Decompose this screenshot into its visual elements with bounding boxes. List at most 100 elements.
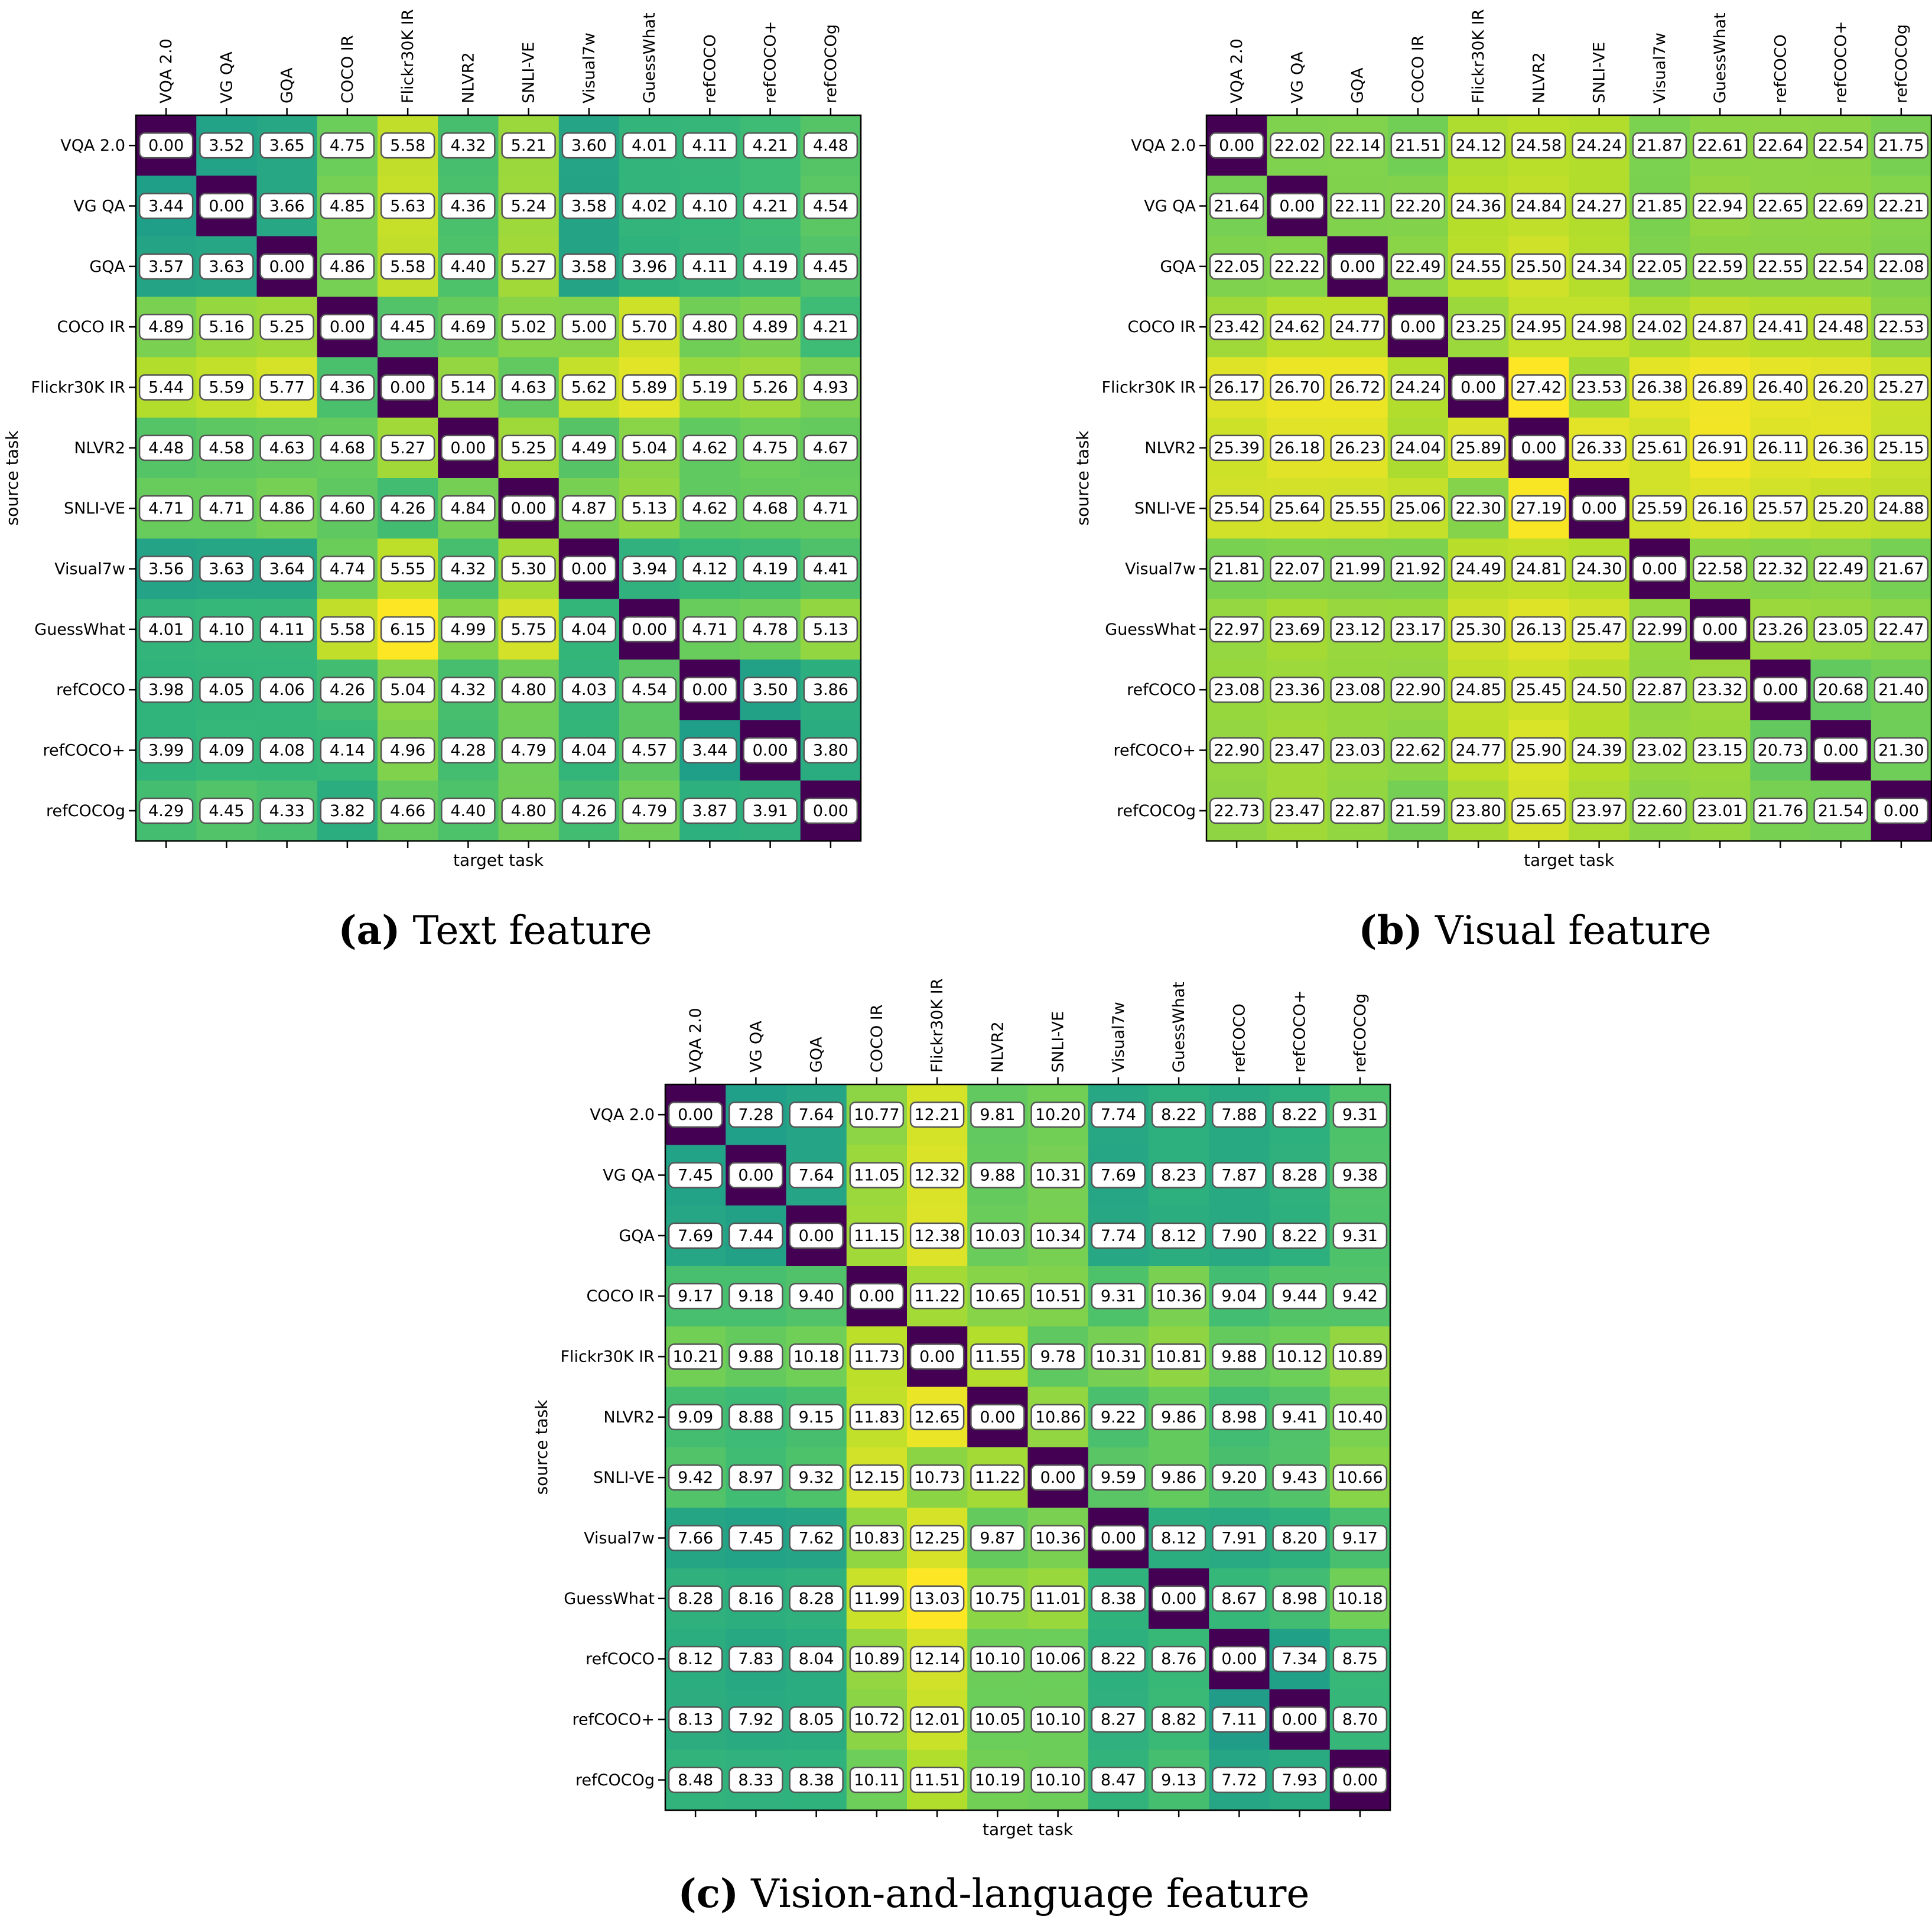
cell-value-label: 4.80 (511, 681, 547, 699)
cell-label-box (259, 313, 314, 340)
x-tick-label: NLVR2 (1530, 52, 1548, 103)
cell-label-box (1813, 313, 1868, 340)
cell-value-label: 3.96 (632, 258, 667, 276)
cell-label-box (1632, 616, 1687, 643)
y-tick-label: refCOCO+ (573, 1711, 655, 1729)
cell-label-box (803, 132, 858, 159)
cell-label-box (1390, 193, 1446, 219)
cell-value-label: 10.21 (672, 1348, 718, 1366)
cell-label-box (138, 253, 194, 280)
cell-value-label: 3.50 (753, 681, 788, 699)
caption-a-text: Text feature (401, 908, 652, 953)
cell-value-label: 22.02 (1274, 137, 1320, 155)
cell-label-box (1753, 193, 1808, 219)
cell-label-box (682, 313, 737, 340)
cell-value-label: 22.99 (1637, 621, 1682, 639)
cell-label-box (1332, 1645, 1388, 1672)
cell-value-label: 8.04 (799, 1650, 834, 1668)
cell-value-label: 4.79 (511, 742, 547, 760)
cell-value-label: 4.68 (330, 439, 365, 457)
cell-value-label: 25.55 (1335, 499, 1380, 518)
cell-label-box (1330, 253, 1385, 280)
cell-label-box (1091, 1706, 1146, 1733)
cell-value-label: 4.05 (209, 681, 244, 699)
cell-value-label: 4.33 (269, 802, 305, 820)
cell-label-box (1212, 1343, 1267, 1370)
cell-value-label: 8.70 (1342, 1711, 1378, 1729)
cell-value-label: 10.86 (1035, 1408, 1081, 1427)
cell-value-label: 4.71 (692, 621, 727, 639)
cell-value-label: 4.11 (269, 621, 305, 639)
cell-label-box (682, 797, 737, 824)
cell-label-box (622, 676, 677, 703)
cell-value-label: 7.66 (678, 1529, 713, 1548)
cell-value-label: 9.09 (678, 1408, 713, 1427)
cell-label-box (380, 253, 435, 280)
cell-value-label: 21.85 (1637, 197, 1682, 216)
cell-value-label: 9.86 (1161, 1469, 1196, 1487)
cell-value-label: 13.03 (914, 1590, 960, 1608)
cell-label-box (728, 1464, 783, 1491)
cell-label-box (138, 374, 194, 401)
cell-label-box (1753, 132, 1808, 159)
cell-label-box (380, 616, 435, 643)
x-tick-label: Visual7w (1110, 1002, 1128, 1073)
cell-value-label: 3.65 (269, 137, 305, 155)
cell-value-label: 22.59 (1697, 258, 1742, 276)
caption-c-text: Vision-and-language feature (739, 1871, 1309, 1917)
cell-value-label: 3.56 (148, 560, 184, 579)
cell-label-box (1030, 1101, 1085, 1128)
x-tick-label: refCOCO+ (1832, 21, 1850, 103)
cell-value-label: 3.94 (632, 560, 667, 579)
cell-label-box (743, 616, 798, 643)
cell-label-box (380, 495, 435, 522)
cell-value-label: 8.47 (1101, 1771, 1136, 1789)
cell-label-box (1030, 1162, 1085, 1188)
cell-value-label: 5.55 (390, 560, 425, 579)
x-axis-label: target task (983, 1820, 1074, 1839)
cell-label-box (909, 1706, 965, 1733)
cell-value-label: 23.97 (1576, 802, 1622, 820)
cell-value-label: 24.48 (1818, 318, 1863, 336)
y-tick-label: refCOCOg (575, 1771, 655, 1789)
cell-label-box (1272, 1706, 1327, 1733)
cell-value-label: 4.60 (330, 499, 365, 518)
cell-value-label: 22.11 (1335, 197, 1380, 216)
cell-value-label: 4.32 (450, 137, 486, 155)
cell-label-box (1091, 1162, 1146, 1188)
cell-label-box (199, 616, 254, 643)
cell-value-label: 22.21 (1878, 197, 1924, 216)
cell-value-label: 0.00 (1342, 1771, 1378, 1789)
y-tick-label: Flickr30K IR (561, 1348, 655, 1366)
cell-label-box (1572, 616, 1627, 643)
cell-value-label: 10.06 (1035, 1650, 1081, 1668)
cell-value-label: 5.19 (692, 379, 727, 397)
cell-label-box (668, 1525, 723, 1551)
x-tick-label: GuessWhat (1170, 982, 1188, 1073)
cell-label-box (199, 676, 254, 703)
cell-value-label: 4.32 (450, 681, 486, 699)
cell-label-box (1692, 495, 1748, 522)
cell-value-label: 8.33 (738, 1771, 773, 1789)
cell-label-box (199, 495, 254, 522)
cell-label-box (728, 1162, 783, 1188)
cell-label-box (1692, 374, 1748, 401)
cell-value-label: 21.54 (1818, 802, 1863, 820)
cell-value-label: 9.22 (1101, 1408, 1136, 1427)
cell-label-box (803, 434, 858, 462)
cell-label-box (1091, 1645, 1146, 1672)
cell-label-box (441, 556, 496, 582)
cell-label-box (320, 132, 375, 159)
cell-label-box (1511, 132, 1566, 159)
cell-value-label: 7.69 (1101, 1167, 1136, 1185)
cell-value-label: 7.91 (1221, 1529, 1257, 1548)
cell-label-box (320, 797, 375, 824)
cell-value-label: 8.76 (1161, 1650, 1196, 1668)
cell-label-box (138, 132, 194, 159)
cell-value-label: 10.11 (854, 1771, 899, 1789)
cell-value-label: 3.52 (209, 137, 244, 155)
cell-value-label: 4.63 (511, 379, 547, 397)
cell-value-label: 9.78 (1040, 1348, 1076, 1366)
cell-label-box (909, 1282, 965, 1310)
cell-value-label: 0.00 (753, 742, 788, 760)
